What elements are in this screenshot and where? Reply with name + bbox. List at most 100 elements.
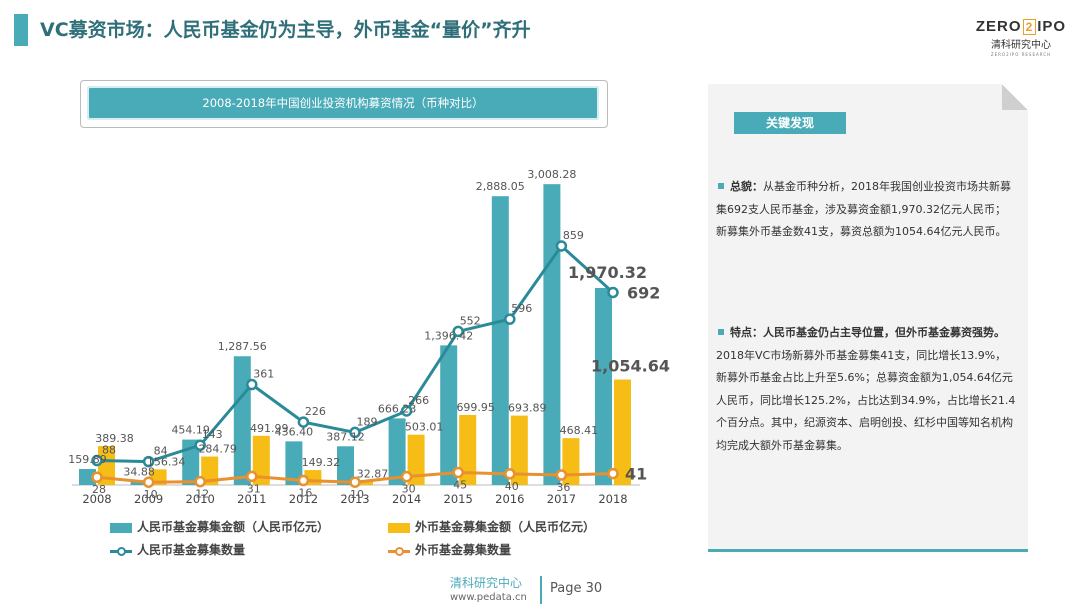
data-label-foreign-amount: 1,054.64 [591, 357, 670, 376]
rmb-count-point [452, 325, 464, 338]
data-label-foreign-count: 16 [298, 487, 312, 500]
data-label-rmb-count: 552 [460, 314, 481, 327]
data-label-foreign-amount: 468.41 [560, 424, 599, 437]
bar-foreign-amount [407, 434, 425, 485]
rmb-count-point [504, 313, 516, 325]
bar-rmb-amount [388, 418, 406, 485]
finding-bullet [718, 329, 724, 335]
x-tick-label: 2018 [598, 492, 627, 506]
logo-wordmark: ZERO 2 IPO [975, 18, 1067, 35]
rmb-count-point [246, 378, 258, 391]
foreign-count-point [246, 470, 258, 483]
bar-rmb-amount [130, 481, 148, 485]
rmb-count-point [142, 455, 155, 468]
data-label-foreign-count: 10 [144, 488, 158, 501]
foreign-count-point [607, 467, 619, 480]
data-label-rmb-amount: 34.88 [123, 466, 155, 479]
data-label-foreign-count: 28 [92, 483, 106, 496]
chart-title-frame: 2008-2018年中国创业投资机构募资情况（币种对比） [80, 80, 608, 128]
foreign-count-point [349, 476, 361, 488]
footer-url: www.pedata.cn [450, 592, 527, 603]
page-title: VC募资市场：人民币基金仍为主导，外币基金“量价”齐升 [40, 19, 531, 41]
bar-rmb-amount [491, 196, 509, 485]
bar-foreign-amount [356, 481, 373, 485]
x-tick-label: 2012 [289, 492, 318, 506]
data-label-rmb-count: 596 [511, 302, 532, 315]
footer-org: 清科研究中心 [450, 576, 523, 590]
panel-bottom-rule [708, 549, 1028, 552]
bar-foreign-amount [614, 379, 631, 485]
rmb-count-point [349, 426, 361, 439]
data-label-foreign-amount: 156.34 [147, 455, 186, 468]
key-findings-heading: 关键发现 [734, 112, 846, 134]
data-label-foreign-count: 45 [453, 478, 467, 491]
logo-tagline: ZERO2IPO RESEARCH [990, 52, 1052, 57]
data-label-foreign-count: 31 [247, 482, 261, 495]
x-tick-label: 2015 [444, 492, 473, 506]
finding-features: 特点：人民币基金仍占主导位置，但外币基金募资强势。 2018年VC市场新募外币基金… [716, 326, 1016, 452]
bar-rmb-amount [285, 441, 303, 485]
data-label-rmb-count: 361 [253, 368, 274, 381]
footer-divider [540, 576, 542, 604]
rmb-count-point [400, 405, 413, 417]
bar-rmb-amount [440, 345, 458, 485]
data-label-rmb-amount: 436.40 [275, 425, 314, 438]
legend-rmb-amount: 人民币基金募集金额（人民币亿元） [110, 518, 329, 535]
data-label-rmb-amount: 1,287.56 [218, 340, 267, 353]
data-label-foreign-count: 41 [625, 465, 647, 484]
panel-page-fold [1002, 84, 1028, 110]
data-label-foreign-count: 30 [402, 483, 416, 496]
data-label-foreign-amount: 284.79 [198, 443, 237, 456]
rmb-count-point [91, 454, 103, 467]
data-label-rmb-count: 859 [563, 229, 584, 242]
logo-box-mark: 2 [1022, 19, 1037, 35]
title-accent-bar [14, 14, 28, 46]
data-label-rmb-count: 226 [305, 405, 326, 418]
rmb-count-point [194, 439, 206, 451]
data-label-foreign-count: 36 [556, 481, 570, 494]
foreign-count-point [504, 468, 516, 480]
x-tick-label: 2009 [134, 492, 163, 506]
data-label-rmb-amount: 3,008.28 [527, 168, 576, 181]
data-label-rmb-amount: 666.23 [378, 402, 417, 415]
data-label-rmb-count: 143 [202, 428, 223, 441]
foreign-count-point [297, 474, 310, 487]
bar-foreign-amount [510, 415, 528, 485]
data-label-rmb-amount: 454.19 [171, 424, 210, 437]
x-tick-label: 2011 [237, 492, 266, 506]
x-tick-label: 2014 [392, 492, 421, 506]
legend-foreign-amount: 外币基金募集金额（人民币亿元） [388, 518, 595, 535]
data-label-foreign-count: 12 [195, 488, 209, 501]
finding-overview: 总貌：从基金币种分析，2018年我国创业投资市场共新募集692支人民币基金，涉及… [716, 180, 1011, 238]
data-label-rmb-amount: 1,396.42 [424, 329, 473, 342]
finding-bullet [718, 183, 724, 189]
data-label-rmb-count: 189 [357, 415, 378, 428]
foreign-count-point [555, 469, 568, 481]
foreign-count-point [91, 471, 103, 483]
bar-rmb-amount [595, 287, 612, 485]
bar-foreign-amount [459, 415, 477, 485]
rmb-count-point [297, 416, 310, 428]
bar-rmb-amount [337, 446, 354, 485]
rmb-count-point [607, 286, 619, 299]
x-tick-label: 2013 [340, 492, 369, 506]
data-label-foreign-amount: 389.38 [95, 432, 134, 445]
legend-foreign-count: 外币基金募集数量 [388, 541, 511, 558]
data-label-foreign-amount: 693.89 [508, 402, 547, 415]
bar-foreign-amount [252, 435, 270, 485]
data-label-rmb-count: 266 [408, 394, 429, 407]
bar-foreign-amount [201, 456, 219, 485]
legend-rmb-count: 人民币基金募集数量 [110, 541, 245, 558]
data-label-foreign-amount: 503.01 [405, 421, 444, 434]
legend-swatch-foreign-amount [388, 522, 410, 533]
data-label-foreign-count: 40 [505, 480, 519, 493]
bar-rmb-amount [79, 469, 96, 485]
foreign-count-point [194, 475, 206, 488]
x-tick-label: 2008 [82, 492, 111, 506]
x-tick-label: 2016 [495, 492, 524, 506]
fundraising-chart: 2008 2009 2010 2011 2012 2013 2014 2015 2016 2017… [68, 168, 670, 506]
legend-line-rmb-count [110, 546, 132, 556]
data-label-foreign-amount: 491.99 [250, 422, 289, 435]
data-label-foreign-amount: 32.87 [357, 468, 389, 481]
data-label-rmb-amount: 1,970.32 [568, 263, 647, 282]
